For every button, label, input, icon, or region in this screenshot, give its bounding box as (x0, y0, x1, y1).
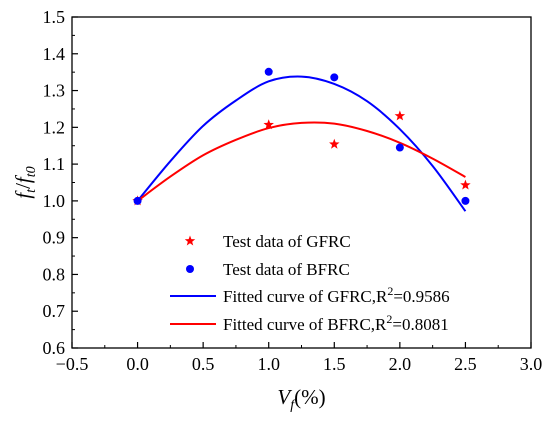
y-tick-label: 1.5 (43, 7, 66, 27)
legend-gfrc-fit-sup: 2 (387, 284, 393, 298)
fitted-curve-gfrc (136, 75, 467, 212)
y-tick-label: 0.9 (43, 228, 66, 248)
legend-entry-bfrc-test: Test data of BFRC (186, 260, 350, 279)
y-tick-label: 0.8 (43, 264, 66, 284)
data-points (132, 67, 471, 206)
bfrc-data-point (395, 143, 404, 152)
gfrc-data-point (394, 110, 406, 121)
legend-gfrc-fit-suffix: =0.9586 (393, 287, 449, 306)
legend-circle-marker (186, 265, 194, 273)
bfrc-data-point (461, 196, 470, 205)
y-axis-title: ft/ft0 (11, 166, 39, 198)
legend-bfrc-fit-prefix: Fitted curve of BFRC,R (223, 315, 387, 334)
legend-bfrc-fit-sup: 2 (386, 312, 392, 326)
bfrc-data-point (133, 196, 142, 205)
legend-entry-gfrc-test: Test data of GFRC (184, 232, 351, 251)
fitted-curve-bfrc (136, 121, 466, 202)
legend-label-gfrc-fit: Fitted curve of GFRC,R2=0.9586 (223, 284, 450, 306)
y-axis-title-sub2: t0 (24, 166, 39, 177)
x-tick-label: 0.5 (192, 354, 215, 374)
x-tick-label: 1.5 (323, 354, 346, 374)
legend-entry-gfrc-fit: Fitted curve of GFRC,R2=0.9586 (170, 284, 450, 306)
y-tick-label: 1.1 (43, 154, 66, 174)
y-tick-label: 0.6 (43, 338, 66, 358)
y-tick-label: 1.4 (43, 44, 66, 64)
gfrc-data-point (460, 179, 471, 190)
legend-label-bfrc-test: Test data of BFRC (223, 260, 350, 279)
fitted-curves (136, 75, 467, 212)
x-tick-label: 0.0 (126, 354, 149, 374)
y-tick-label: 1.0 (43, 191, 66, 211)
x-tick-label: −0.5 (56, 354, 89, 374)
x-tick-label: 2.0 (389, 354, 412, 374)
x-axis-ticks: −0.5 0.0 0.5 1.0 1.5 2.0 2.5 3.0 (56, 342, 543, 374)
x-tick-label: 1.0 (257, 354, 280, 374)
x-tick-label: 3.0 (520, 354, 543, 374)
y-tick-label: 1.2 (43, 117, 66, 137)
legend: Test data of GFRC Test data of BFRC Fitt… (170, 232, 450, 334)
x-axis-title: Vf(%) (277, 385, 325, 413)
y-axis-title-main2: f (11, 174, 35, 183)
bfrc-data-point (264, 67, 273, 76)
y-axis-title-main: f (11, 190, 35, 199)
gfrc-data-point (263, 119, 274, 130)
legend-star-marker (184, 235, 196, 246)
x-tick-label: 2.5 (454, 354, 477, 374)
legend-label-bfrc-fit: Fitted curve of BFRC,R2=0.8081 (223, 312, 449, 334)
y-axis-title-sep: / (11, 183, 35, 189)
x-axis-title-main: V (277, 385, 292, 409)
x-axis-title-suffix: (%) (294, 385, 325, 409)
gfrc-data-point (329, 138, 340, 149)
legend-entry-bfrc-fit: Fitted curve of BFRC,R2=0.8081 (170, 312, 449, 334)
bfrc-data-point (330, 73, 339, 82)
legend-label-gfrc-test: Test data of GFRC (223, 232, 351, 251)
legend-bfrc-fit-suffix: =0.8081 (392, 315, 448, 334)
x-axis-title-sub: f (290, 398, 296, 413)
y-tick-label: 1.3 (43, 81, 66, 101)
y-tick-label: 0.7 (43, 301, 66, 321)
legend-gfrc-fit-prefix: Fitted curve of GFRC,R (223, 287, 388, 306)
y-axis-ticks: 0.6 0.7 0.8 0.9 1.0 1.1 1.2 1.3 1.4 1.5 (43, 7, 78, 358)
y-axis-title-sub1: t (24, 188, 39, 193)
